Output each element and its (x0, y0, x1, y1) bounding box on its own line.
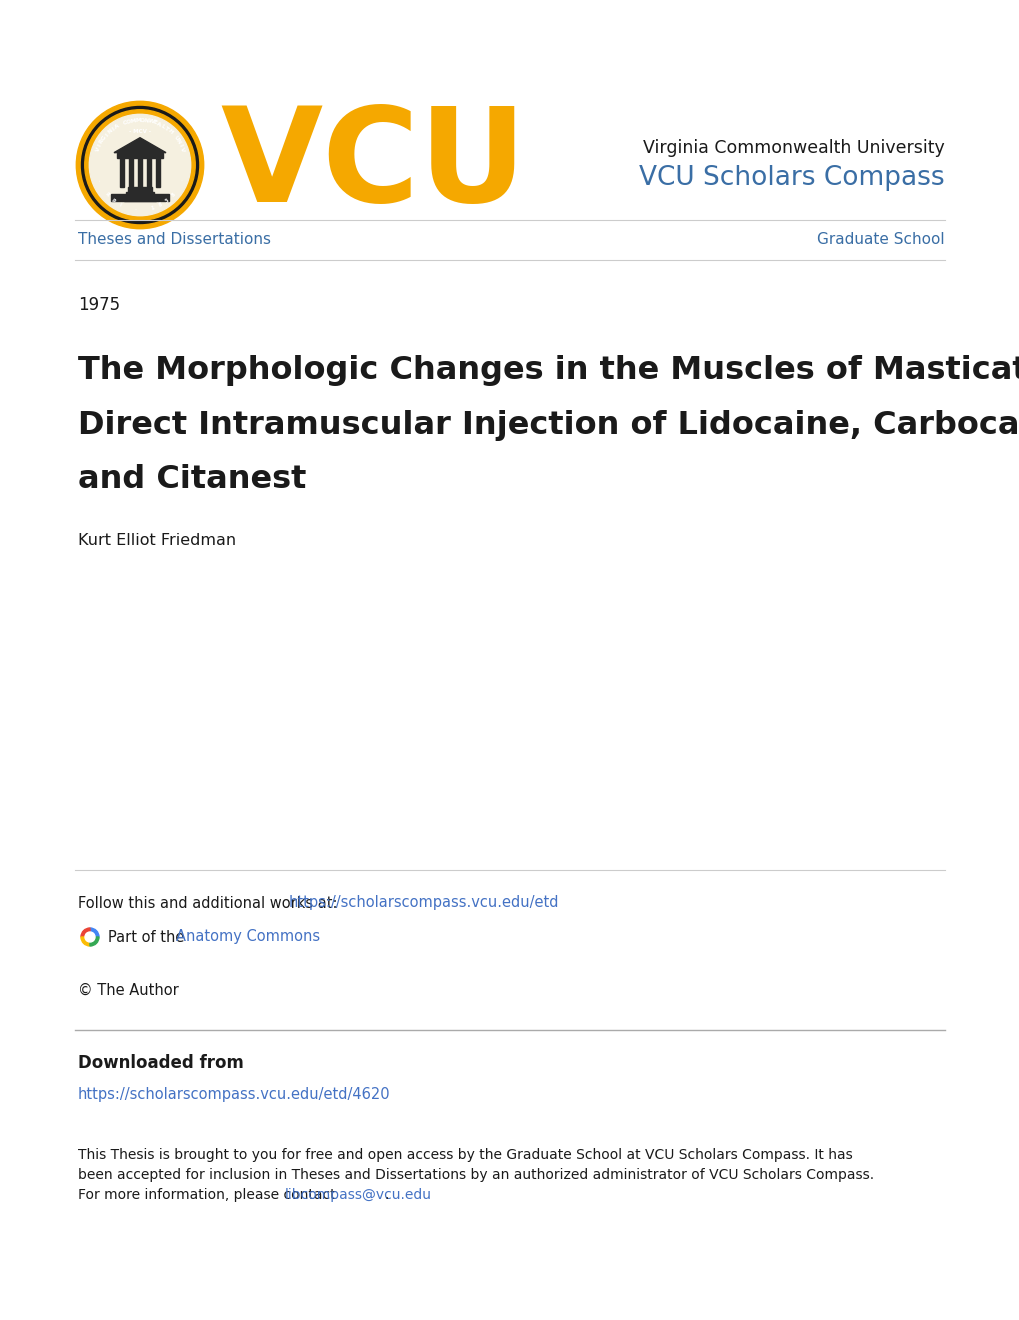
Circle shape (90, 115, 191, 215)
Text: Direct Intramuscular Injection of Lidocaine, Carbocaine, Procaine: Direct Intramuscular Injection of Lidoca… (77, 409, 1019, 441)
Text: N: N (144, 117, 149, 124)
Text: I: I (177, 144, 183, 148)
Text: Graduate School: Graduate School (816, 232, 944, 248)
Text: 1975: 1975 (77, 296, 120, 314)
Text: N: N (175, 139, 181, 145)
Bar (117, 153, 163, 158)
Text: I: I (104, 132, 109, 137)
Text: and Citanest: and Citanest (77, 465, 306, 495)
Wedge shape (90, 937, 99, 946)
Text: H: H (166, 128, 173, 135)
Circle shape (85, 932, 95, 942)
Text: 1: 1 (150, 205, 155, 211)
Text: W: W (147, 119, 155, 124)
Circle shape (85, 110, 195, 220)
Text: E: E (152, 120, 158, 125)
Wedge shape (81, 928, 90, 937)
Bar (111, 194, 169, 201)
Text: C: C (122, 120, 127, 125)
Text: L: L (160, 123, 166, 129)
Text: VCU: VCU (220, 102, 526, 228)
Text: Virginia Commonwealth University: Virginia Commonwealth University (643, 139, 944, 157)
Text: R: R (103, 191, 109, 198)
Text: U: U (172, 135, 179, 141)
Text: This Thesis is brought to you for free and open access by the Graduate School at: This Thesis is brought to you for free a… (77, 1148, 852, 1162)
Text: Follow this and additional works at:: Follow this and additional works at: (77, 895, 341, 911)
Text: Downloaded from: Downloaded from (77, 1053, 244, 1072)
Text: A: A (114, 123, 120, 129)
Bar (128, 158, 132, 187)
Text: I: I (97, 144, 102, 148)
Wedge shape (90, 928, 99, 937)
Text: I: I (111, 127, 115, 132)
Text: libcompass@vcu.edu: libcompass@vcu.edu (284, 1188, 431, 1203)
Text: © The Author: © The Author (77, 982, 178, 998)
Text: been accepted for inclusion in Theses and Dissertations by an authorized adminis: been accepted for inclusion in Theses an… (77, 1168, 873, 1181)
Circle shape (82, 107, 199, 223)
Bar (128, 187, 152, 191)
Text: M: M (135, 117, 141, 123)
Text: - MCV -: - MCV - (128, 129, 151, 133)
Bar (147, 158, 151, 187)
Text: 3: 3 (164, 198, 170, 203)
Text: N: N (106, 128, 113, 135)
Text: Theses and Dissertations: Theses and Dissertations (77, 232, 271, 248)
Text: Kurt Elliot Friedman: Kurt Elliot Friedman (77, 532, 235, 548)
Text: .: . (384, 1188, 389, 1203)
Text: 8: 8 (170, 191, 176, 198)
Text: https://scholarscompass.vcu.edu/etd: https://scholarscompass.vcu.edu/etd (288, 895, 558, 911)
Bar (126, 191, 154, 197)
Bar (156, 158, 160, 187)
Wedge shape (81, 937, 90, 946)
Text: The Morphologic Changes in the Muscles of Mastication Due to: The Morphologic Changes in the Muscles o… (77, 355, 1019, 385)
Text: https://scholarscompass.vcu.edu/etd/4620: https://scholarscompass.vcu.edu/etd/4620 (77, 1088, 390, 1102)
Text: VCU Scholars Compass: VCU Scholars Compass (639, 165, 944, 191)
Text: O: O (126, 119, 132, 124)
Text: ·: · (179, 178, 184, 182)
Text: 8: 8 (158, 202, 163, 209)
Text: For more information, please contact: For more information, please contact (77, 1188, 339, 1203)
Text: V: V (95, 147, 101, 153)
Text: R: R (98, 139, 105, 145)
Bar (123, 197, 156, 201)
Circle shape (76, 102, 204, 228)
Text: ·: · (95, 178, 101, 182)
Text: I: I (117, 202, 121, 207)
Polygon shape (114, 137, 166, 153)
Text: T: T (163, 125, 169, 132)
Text: M: M (130, 117, 137, 124)
Text: Part of the: Part of the (108, 929, 189, 945)
Bar (138, 158, 142, 187)
Text: ·: · (135, 207, 137, 213)
Bar (120, 158, 123, 187)
Text: Anatomy Commons: Anatomy Commons (176, 929, 320, 945)
Text: V: V (179, 147, 185, 153)
Text: A: A (156, 121, 162, 128)
Text: G: G (101, 135, 107, 141)
Text: O: O (140, 117, 145, 123)
Text: P: P (109, 198, 115, 203)
